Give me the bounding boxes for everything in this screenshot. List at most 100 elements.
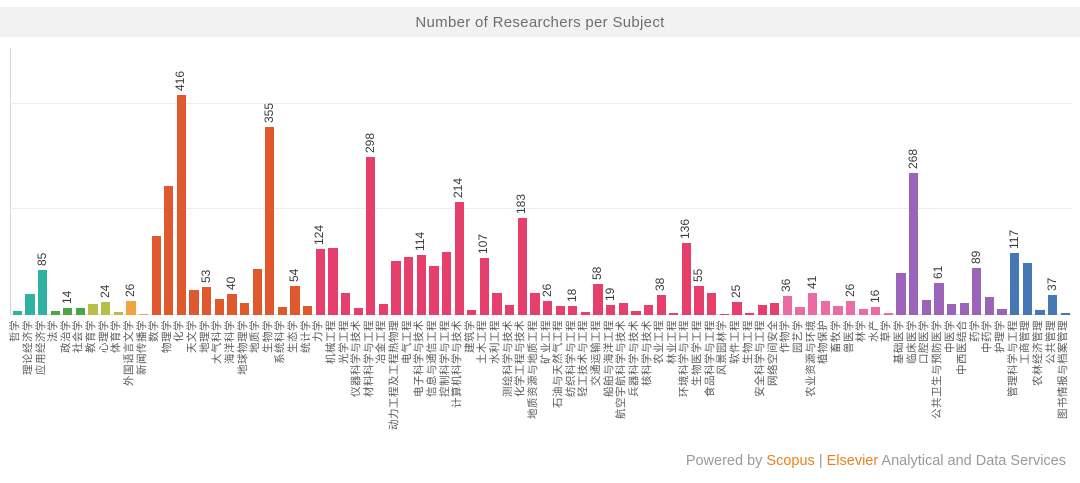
bar[interactable] — [542, 301, 553, 315]
bar[interactable] — [467, 309, 477, 315]
bar[interactable] — [820, 300, 830, 315]
bar[interactable] — [429, 266, 439, 315]
bar[interactable] — [366, 157, 376, 315]
bar[interactable] — [63, 307, 73, 315]
bar[interactable] — [568, 305, 578, 315]
bar[interactable] — [176, 95, 187, 315]
bar[interactable] — [757, 305, 767, 315]
bar[interactable] — [656, 294, 666, 315]
bar[interactable] — [252, 268, 262, 315]
bar[interactable] — [1022, 262, 1032, 315]
bar[interactable] — [909, 173, 919, 315]
bar[interactable] — [921, 299, 931, 315]
bar[interactable] — [50, 310, 60, 315]
bar[interactable] — [643, 305, 654, 315]
bar[interactable] — [896, 272, 906, 315]
bar-slot: 林业工程 — [666, 48, 681, 364]
bar[interactable] — [12, 310, 22, 315]
bar[interactable] — [164, 186, 174, 315]
bar[interactable] — [871, 306, 881, 315]
bar[interactable] — [265, 127, 275, 315]
bar[interactable] — [1035, 310, 1045, 315]
bar[interactable] — [845, 301, 856, 315]
elsevier-link[interactable]: Elsevier — [826, 453, 879, 469]
bar[interactable] — [770, 302, 780, 315]
bar[interactable] — [37, 270, 48, 315]
bar[interactable] — [631, 310, 641, 315]
bar[interactable] — [959, 302, 969, 315]
bar[interactable] — [441, 251, 452, 315]
bar[interactable] — [707, 292, 717, 315]
bar[interactable] — [138, 313, 149, 315]
bar[interactable] — [669, 312, 679, 315]
bar-slot: 安全科学与工程 — [754, 48, 769, 397]
bar[interactable] — [227, 293, 237, 315]
bar-slot: 124 力学 — [312, 225, 327, 342]
attribution-footer: Powered by Scopus | Elsevier Analytical … — [686, 453, 1066, 469]
bar[interactable] — [151, 235, 161, 315]
bar[interactable] — [1047, 295, 1058, 315]
bar[interactable] — [505, 305, 515, 315]
bar[interactable] — [719, 313, 729, 315]
bar-slot: 53 地理学 — [198, 269, 213, 353]
bar[interactable] — [239, 302, 250, 315]
bar[interactable] — [25, 293, 35, 315]
bar[interactable] — [883, 313, 894, 315]
bar[interactable] — [340, 292, 351, 315]
bar[interactable] — [189, 289, 199, 315]
bar[interactable] — [984, 296, 995, 315]
bar[interactable] — [75, 307, 86, 315]
scopus-link[interactable]: Scopus — [766, 453, 815, 469]
bar[interactable] — [1010, 253, 1020, 315]
bar[interactable] — [315, 249, 325, 315]
bar-slot: 214 计算机科学与技术 — [451, 177, 466, 408]
bar-slot: 37 公共管理 — [1044, 278, 1059, 364]
bar[interactable] — [454, 201, 464, 315]
bar[interactable] — [997, 309, 1007, 315]
bar[interactable] — [391, 260, 401, 315]
bar-slot: 26 外国语言文学 — [122, 283, 137, 386]
bar[interactable] — [404, 257, 414, 315]
bar[interactable] — [416, 254, 426, 315]
bar[interactable] — [555, 306, 565, 315]
bar-slot: 测绘科学与技术 — [502, 48, 516, 397]
bar[interactable] — [694, 285, 704, 315]
bar[interactable] — [808, 293, 818, 315]
bar[interactable] — [618, 302, 628, 315]
bar[interactable] — [492, 292, 502, 315]
bar[interactable] — [1060, 313, 1070, 315]
bar-slot: 26 兽医学 — [842, 283, 857, 353]
bar[interactable] — [732, 301, 742, 315]
bar[interactable] — [946, 303, 957, 315]
bar[interactable] — [328, 247, 338, 315]
bar-slot: 电气工程 — [401, 48, 415, 364]
bar[interactable] — [290, 286, 300, 315]
bar[interactable] — [378, 304, 389, 315]
bar-slot: 教育学 — [85, 48, 100, 353]
bar[interactable] — [858, 309, 868, 315]
bar[interactable] — [353, 308, 363, 315]
bar[interactable] — [606, 305, 616, 315]
bar[interactable] — [214, 298, 224, 315]
bar[interactable] — [479, 258, 490, 315]
bar[interactable] — [101, 302, 111, 315]
bar[interactable] — [88, 304, 98, 315]
bar[interactable] — [517, 218, 527, 315]
bar[interactable] — [972, 267, 982, 315]
bar[interactable] — [782, 296, 793, 315]
bar[interactable] — [681, 243, 692, 315]
bar[interactable] — [530, 292, 540, 315]
bar[interactable] — [202, 287, 212, 315]
bar[interactable] — [277, 307, 288, 315]
bar[interactable] — [126, 301, 136, 315]
bar[interactable] — [593, 284, 603, 315]
bar[interactable] — [113, 311, 123, 315]
plot-area: 哲学 理论经济学 85 应用经济学 法学 14 政治学 社会学 教育学 24 心理学 体育学 26 外国语… — [9, 48, 1072, 430]
bar[interactable] — [580, 312, 591, 315]
bar[interactable] — [795, 307, 805, 315]
bar[interactable] — [833, 306, 843, 315]
bar-slot: 85 应用经济学 — [34, 252, 49, 375]
bar[interactable] — [303, 306, 313, 315]
bar[interactable] — [934, 282, 944, 315]
bar[interactable] — [744, 312, 755, 315]
